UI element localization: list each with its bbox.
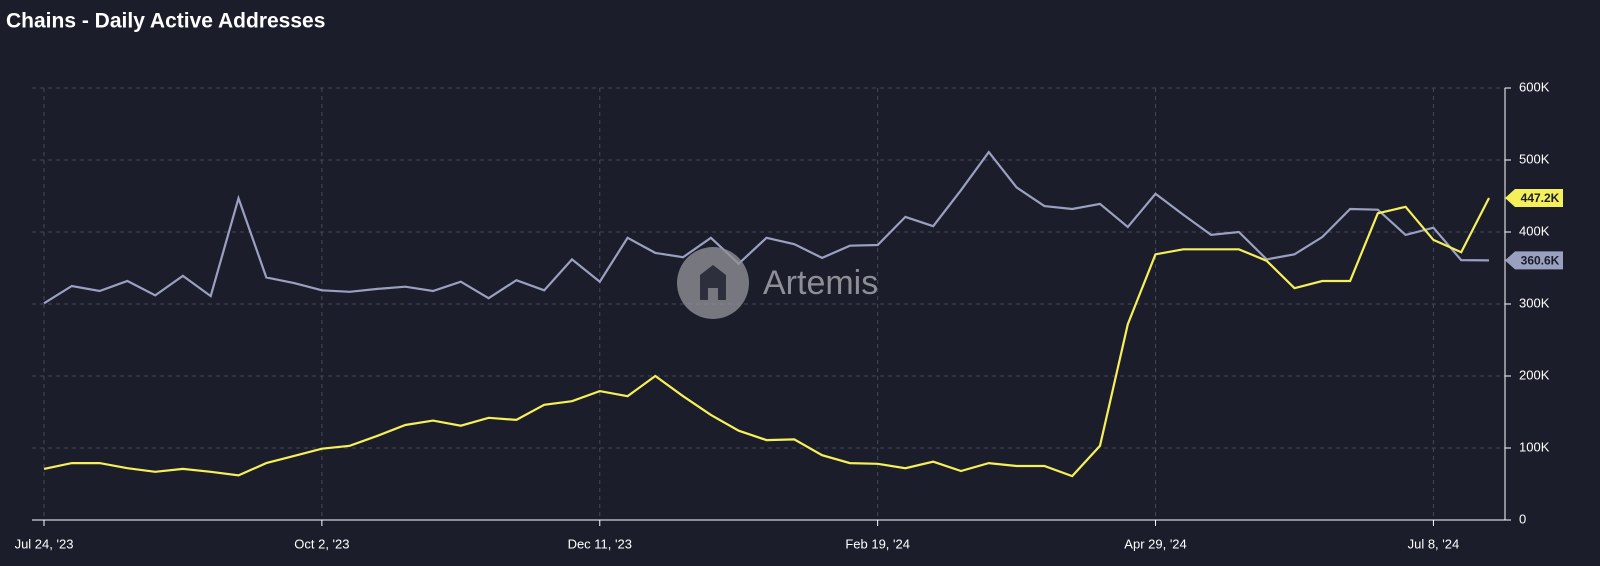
y-tick-label: 0 xyxy=(1519,511,1526,526)
y-tick-label: 100K xyxy=(1519,439,1550,454)
y-tick-label: 500K xyxy=(1519,151,1550,166)
series-line xyxy=(43,150,1490,305)
x-tick-label: Jul 24, '23 xyxy=(15,536,74,551)
watermark-logo xyxy=(677,247,749,319)
y-tick-label: 300K xyxy=(1519,295,1550,310)
watermark: Artemis xyxy=(763,264,878,302)
x-tick-label: Dec 11, '23 xyxy=(568,536,632,551)
last-value-tag xyxy=(1505,251,1563,270)
x-tick-label: Oct 2, '23 xyxy=(294,536,349,551)
last-value-label: 360.6K xyxy=(1521,254,1560,268)
y-tick-label: 200K xyxy=(1519,367,1550,382)
x-tick-label: Jul 8, '24 xyxy=(1408,536,1460,551)
series-line xyxy=(43,197,1490,478)
last-value-label: 447.2K xyxy=(1521,191,1560,205)
y-tick-label: 600K xyxy=(1519,79,1550,94)
y-tick-label: 400K xyxy=(1519,223,1550,238)
x-tick-label: Feb 19, '24 xyxy=(845,536,910,551)
plot: 0 100K 200K 300K 400K 500K 600K Jul 24, '23 Oct … xyxy=(15,79,1563,551)
last-value-tag xyxy=(1505,189,1563,208)
chart-title: Chains - Daily Active Addresses xyxy=(6,10,325,33)
x-tick-label: Apr 29, '24 xyxy=(1124,536,1186,551)
